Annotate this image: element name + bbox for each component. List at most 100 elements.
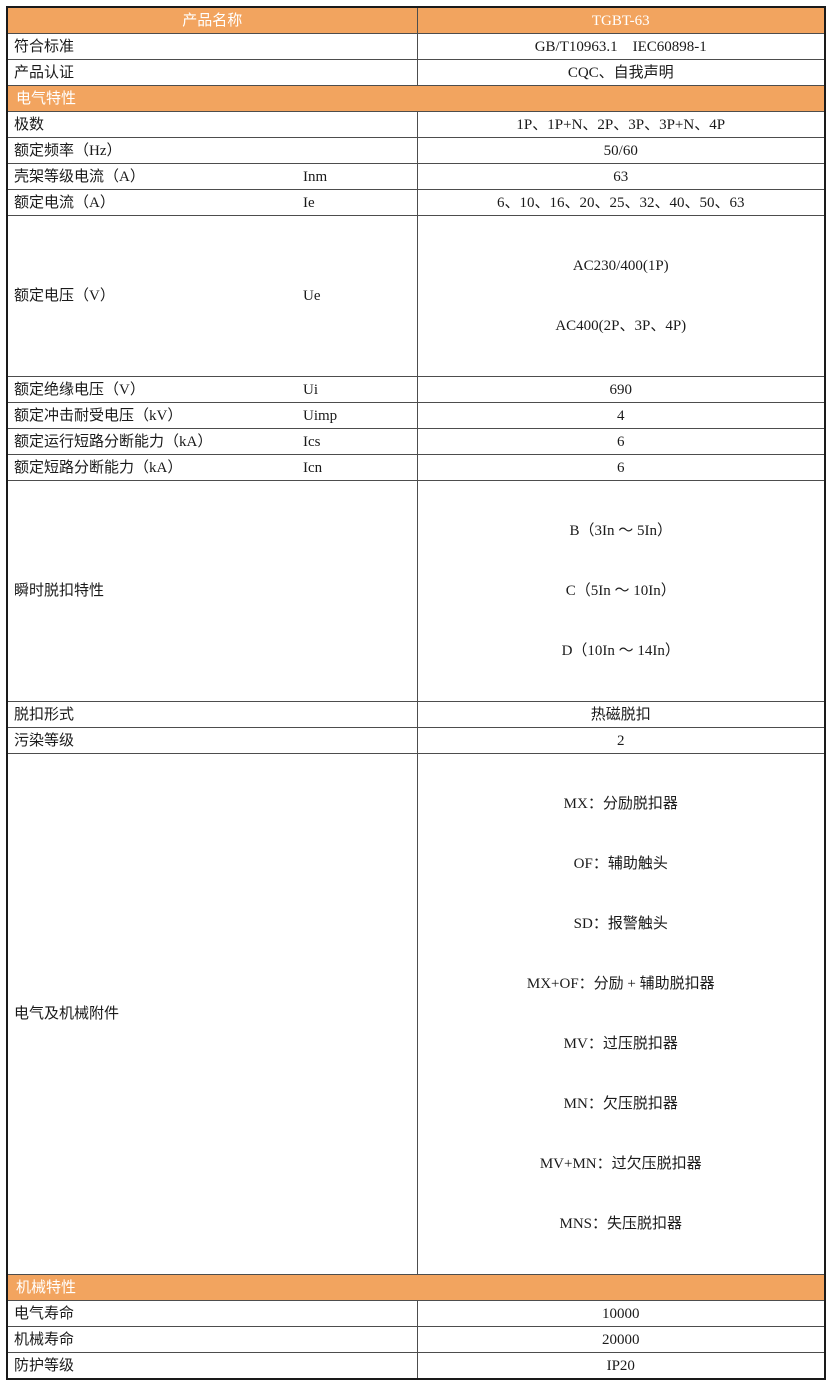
spec-value: 热磁脱扣 [590, 706, 651, 723]
product-model-header: TGBT-63 [416, 6, 826, 34]
spec-row-rated-current: 额定电流（A） Ie 6、10、16、20、25、32、40、50、63 [6, 189, 826, 216]
spec-label-cell: 电气及机械附件 [6, 753, 418, 1275]
spec-row-electrical-life: 电气寿命 10000 [6, 1300, 826, 1327]
spec-value-cell: 20000 [416, 1326, 826, 1353]
spec-label: 额定电压（V） [14, 288, 115, 304]
spec-value-cell: IP20 [416, 1352, 826, 1380]
spec-row-pollution-degree: 污染等级 2 [6, 727, 826, 754]
spec-row-service-breaking: 额定运行短路分断能力（kA） Ics 6 [6, 428, 826, 455]
spec-value: 4 [617, 407, 625, 424]
spec-value-cell: 63 [416, 163, 826, 190]
spec-row-rated-voltage: 额定电压（V） Ue AC230/400(1P) AC400(2P、3P、4P) [6, 215, 826, 377]
spec-symbol: Ie [303, 194, 315, 211]
spec-label-cell: 瞬时脱扣特性 [6, 480, 418, 702]
table-title-row: 产品名称 TGBT-63 [6, 6, 826, 34]
spec-label-cell: 电气寿命 [6, 1300, 418, 1327]
spec-value-line: AC400(2P、3P、4P) [555, 318, 687, 334]
spec-value: 10000 [602, 1305, 640, 1322]
product-model-value: TGBT-63 [591, 12, 650, 29]
spec-label-cell: 壳架等级电流（A） Inm [6, 163, 418, 190]
spec-value: 2 [617, 732, 625, 749]
spec-value-line: MN：欠压脱扣器 [563, 1096, 678, 1112]
spec-value-cell: 4 [416, 402, 826, 429]
spec-row-accessories: 电气及机械附件 MX：分励脱扣器 OF：辅助触头 SD：报警触头 MX+OF：分… [6, 753, 826, 1275]
spec-row-standards: 符合标准 GB/T10963.1 IEC60898-1 [6, 33, 826, 60]
spec-label-cell: 机械寿命 [6, 1326, 418, 1353]
spec-value-line: MNS：失压脱扣器 [559, 1216, 682, 1232]
spec-value: 6 [617, 459, 625, 476]
product-name-header: 产品名称 [6, 6, 418, 34]
spec-value: 50/60 [603, 142, 638, 159]
spec-value-line: MX+OF：分励 + 辅助脱扣器 [526, 976, 715, 992]
spec-label-cell: 额定短路分断能力（kA） Icn [6, 454, 418, 481]
spec-label-cell: 额定频率（Hz） [6, 137, 418, 164]
spec-label: 壳架等级电流（A） [14, 168, 145, 185]
product-name-label: 产品名称 [182, 12, 243, 29]
spec-value-cell: 1P、1P+N、2P、3P、3P+N、4P [416, 111, 826, 138]
spec-row-impulse-voltage: 额定冲击耐受电压（kV） Uimp 4 [6, 402, 826, 429]
spec-label-cell: 符合标准 [6, 33, 418, 60]
section-title: 电气特性 [16, 90, 77, 107]
spec-row-certification: 产品认证 CQC、自我声明 [6, 59, 826, 86]
spec-value-line: OF：辅助触头 [573, 856, 668, 872]
spec-value-cell: 10000 [416, 1300, 826, 1327]
spec-label-cell: 额定电压（V） Ue [6, 215, 418, 377]
spec-label: 产品认证 [14, 64, 75, 81]
spec-row-ultimate-breaking: 额定短路分断能力（kA） Icn 6 [6, 454, 826, 481]
spec-row-mechanical-life: 机械寿命 20000 [6, 1326, 826, 1353]
spec-label-cell: 产品认证 [6, 59, 418, 86]
spec-value-line: D（10In ～ 14In） [561, 643, 680, 659]
spec-label-cell: 防护等级 [6, 1352, 418, 1380]
spec-label: 额定运行短路分断能力（kA） [14, 433, 213, 450]
spec-value-cell: 6、10、16、20、25、32、40、50、63 [416, 189, 826, 216]
spec-symbol: Ics [303, 433, 321, 450]
spec-row-insulation-voltage: 额定绝缘电压（V） Ui 690 [6, 376, 826, 403]
spec-label-cell: 额定冲击耐受电压（kV） Uimp [6, 402, 418, 429]
spec-label-cell: 极数 [6, 111, 418, 138]
spec-value: 1P、1P+N、2P、3P、3P+N、4P [516, 116, 726, 133]
spec-value: IP20 [606, 1357, 635, 1374]
section-header-mechanical: 机械特性 [6, 1274, 826, 1301]
spec-row-frame-current: 壳架等级电流（A） Inm 63 [6, 163, 826, 190]
spec-label: 极数 [14, 116, 45, 133]
spec-value-line: AC230/400(1P) [572, 258, 669, 274]
spec-label: 电气寿命 [14, 1305, 75, 1322]
spec-row-frequency: 额定频率（Hz） 50/60 [6, 137, 826, 164]
product-spec-table: 产品名称 TGBT-63 符合标准 GB/T10963.1 IEC60898-1… [6, 6, 826, 1380]
spec-label: 机械寿命 [14, 1331, 75, 1348]
spec-label-cell: 脱扣形式 [6, 701, 418, 728]
spec-value-cell: 690 [416, 376, 826, 403]
spec-value: 6、10、16、20、25、32、40、50、63 [496, 194, 745, 211]
spec-label-cell: 污染等级 [6, 727, 418, 754]
spec-symbol: Uimp [303, 407, 338, 424]
spec-label: 脱扣形式 [14, 706, 75, 723]
spec-value-line: B（3In ～ 5In） [569, 523, 673, 539]
spec-value-line: MX：分励脱扣器 [563, 796, 678, 812]
spec-row-trip-curve: 瞬时脱扣特性 B（3In ～ 5In） C（5In ～ 10In） D（10In… [6, 480, 826, 702]
spec-value: 63 [613, 168, 629, 185]
spec-symbol: Ue [303, 288, 321, 304]
spec-value: 6 [617, 433, 625, 450]
spec-value-cell: GB/T10963.1 IEC60898-1 [416, 33, 826, 60]
spec-value: CQC、自我声明 [567, 64, 674, 81]
spec-value-line: SD：报警触头 [573, 916, 668, 932]
spec-label-cell: 额定运行短路分断能力（kA） Ics [6, 428, 418, 455]
spec-label-cell: 额定电流（A） Ie [6, 189, 418, 216]
section-title: 机械特性 [16, 1279, 77, 1296]
spec-label: 额定绝缘电压（V） [14, 381, 145, 398]
spec-value: 20000 [602, 1331, 640, 1348]
spec-symbol: Ui [303, 381, 318, 398]
spec-label: 额定电流（A） [14, 194, 115, 211]
section-header-cell: 机械特性 [6, 1274, 826, 1301]
spec-value: GB/T10963.1 IEC60898-1 [534, 38, 707, 55]
spec-table-body: 产品名称 TGBT-63 符合标准 GB/T10963.1 IEC60898-1… [6, 6, 826, 1380]
spec-value-cell: 热磁脱扣 [416, 701, 826, 728]
spec-label: 污染等级 [14, 732, 75, 749]
section-header-electrical: 电气特性 [6, 85, 826, 112]
spec-value: 690 [609, 381, 633, 398]
spec-value-cell: 50/60 [416, 137, 826, 164]
spec-label: 瞬时脱扣特性 [14, 583, 105, 599]
spec-label-cell: 额定绝缘电压（V） Ui [6, 376, 418, 403]
spec-value-cell: 6 [416, 454, 826, 481]
